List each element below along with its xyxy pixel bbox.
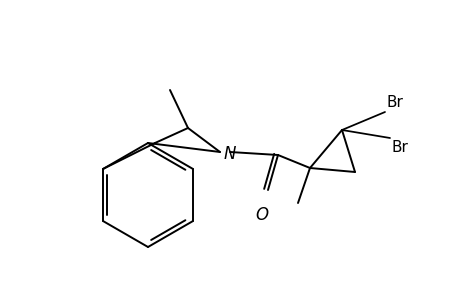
Text: N: N (224, 145, 236, 163)
Text: Br: Br (391, 140, 408, 155)
Text: O: O (255, 206, 268, 224)
Text: Br: Br (386, 95, 403, 110)
